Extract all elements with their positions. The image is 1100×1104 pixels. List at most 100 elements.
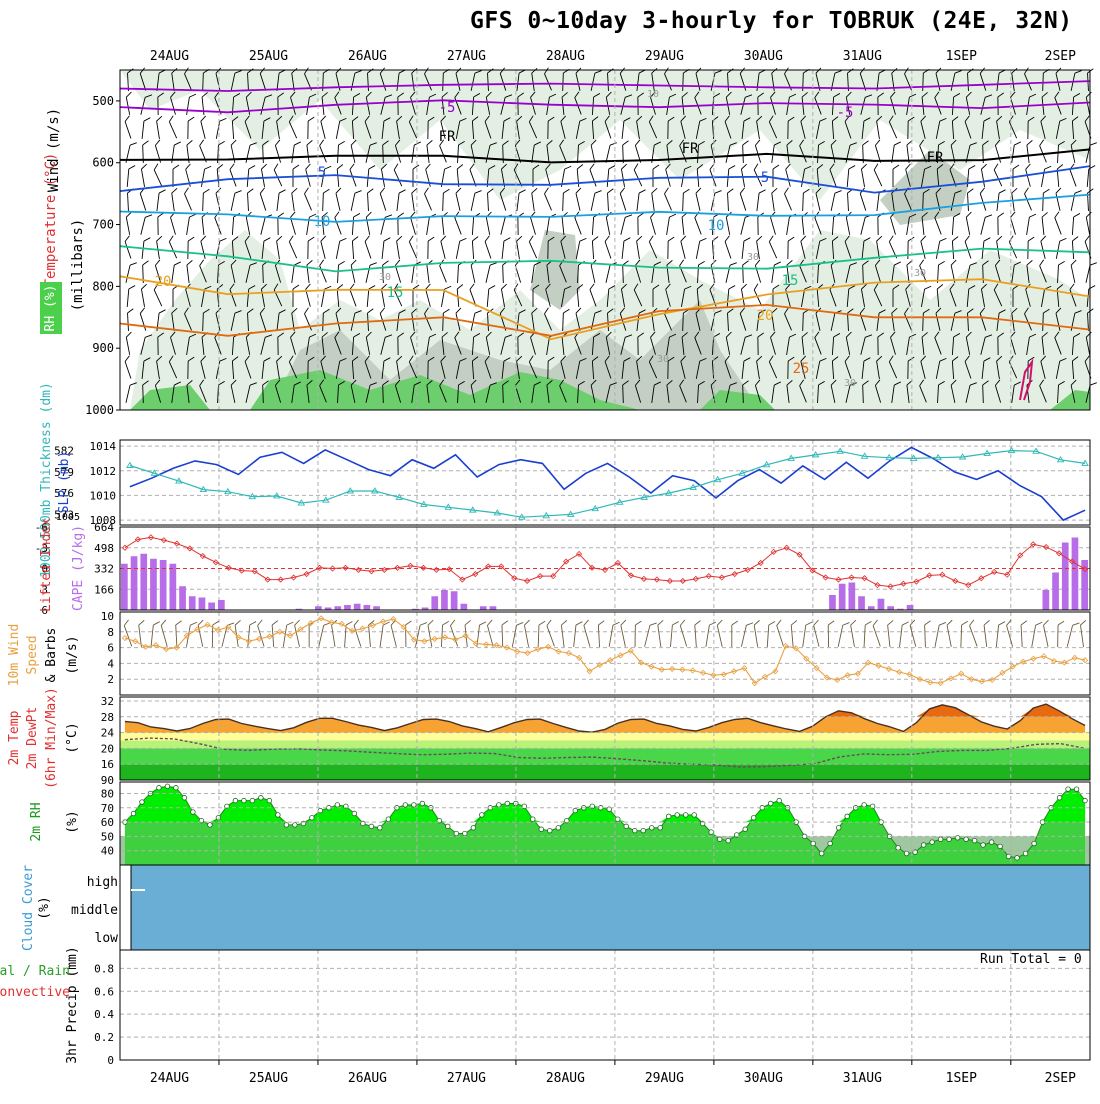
wind-barb-staff bbox=[323, 313, 324, 331]
date-label-top: 2SEP bbox=[1045, 49, 1076, 64]
contour-label: 15 bbox=[387, 285, 404, 301]
wind-barb-10m-flag bbox=[984, 620, 990, 625]
cape-bar bbox=[849, 583, 856, 611]
date-label-bottom: 25AUG bbox=[249, 1071, 288, 1086]
cape-bar bbox=[480, 606, 487, 610]
rh-marker bbox=[250, 798, 255, 803]
wind-barb-10m bbox=[635, 621, 641, 647]
wind-barb-10m-staff bbox=[319, 625, 324, 646]
wind-barb-10m bbox=[1021, 621, 1028, 647]
wind-barb-staff bbox=[923, 73, 924, 91]
wind-barb-10m bbox=[706, 621, 716, 648]
wind-barb-10m-staff bbox=[814, 625, 819, 646]
run-total-label: Run Total = 0 bbox=[980, 952, 1082, 967]
wind-barb-10m-staff bbox=[910, 625, 916, 646]
wind-barb-10m-staff bbox=[984, 625, 987, 647]
temp-ylabel: 2m DewPt bbox=[25, 707, 40, 770]
wind-barb-10m bbox=[657, 620, 667, 647]
cape-bar bbox=[199, 598, 206, 611]
rh-marker bbox=[267, 798, 272, 803]
rh-marker bbox=[658, 825, 663, 830]
cloud-ytick-label: high bbox=[87, 875, 118, 890]
rh-marker bbox=[157, 785, 162, 790]
wind-barb-staff bbox=[623, 265, 624, 283]
wind-barb-10m-staff bbox=[777, 626, 784, 647]
wind-barb-10m-staff bbox=[695, 625, 697, 647]
rh-marker bbox=[174, 785, 179, 790]
cape-bar bbox=[354, 604, 361, 610]
wind-barb-10m-flag bbox=[123, 620, 130, 626]
wind-barb-staff bbox=[983, 385, 984, 403]
wind-barb-10m bbox=[1058, 621, 1064, 647]
rh-marker bbox=[1074, 787, 1079, 792]
rh-marker bbox=[1015, 856, 1020, 861]
wind-barb-10m-flag bbox=[850, 620, 857, 625]
rh-marker bbox=[480, 813, 485, 818]
cape-bar bbox=[839, 584, 846, 610]
wind-barb-10m-staff bbox=[1032, 625, 1036, 647]
slp-ytick-label: 1012 bbox=[90, 465, 117, 478]
wind-barb-10m-flag bbox=[828, 621, 834, 625]
wind-barb-10m-flag bbox=[449, 620, 456, 626]
dew-band-3 bbox=[120, 740, 1090, 748]
wind-barb-10m-staff bbox=[791, 625, 793, 647]
wind-ylabel: 10m Wind bbox=[7, 624, 22, 687]
wind-barb-10m-staff bbox=[332, 625, 335, 647]
wind-barb-10m-staff bbox=[502, 625, 503, 647]
wind-barb-10m-flag bbox=[138, 620, 144, 625]
date-label-bottom: 26AUG bbox=[348, 1071, 387, 1086]
wind-barb-10m-staff bbox=[706, 625, 709, 647]
wind-barb-staff bbox=[863, 385, 864, 403]
rh-marker bbox=[369, 824, 374, 829]
rh-marker bbox=[233, 798, 238, 803]
wind-barb-10m-flag bbox=[213, 621, 219, 625]
wind-barb-10m bbox=[924, 621, 931, 647]
contour-label: -5 bbox=[837, 105, 854, 121]
wind-barb-10m bbox=[441, 621, 448, 647]
wind-barb-staff bbox=[803, 193, 804, 211]
wind-barb-10m-staff bbox=[1067, 625, 1072, 646]
wind-barb-staff bbox=[263, 265, 264, 283]
wind-barb-staff bbox=[203, 73, 204, 91]
wind-barb-10m bbox=[294, 620, 306, 647]
wind-barb-10m-flag bbox=[716, 620, 723, 625]
rh-marker bbox=[318, 808, 323, 813]
wind-barb-10m-flag bbox=[939, 621, 946, 626]
wind-barb-10m bbox=[732, 621, 738, 647]
wind-barb-10m-staff bbox=[873, 626, 880, 647]
cape-ytick-label: 498 bbox=[94, 542, 114, 555]
date-label-top: 27AUG bbox=[447, 49, 486, 64]
rh-marker bbox=[717, 837, 722, 842]
rh-contour-label: 30 bbox=[657, 354, 669, 365]
wind-barb-10m bbox=[645, 621, 657, 648]
cape-bar bbox=[179, 586, 186, 610]
wind-ylabel: & Barbs bbox=[44, 628, 59, 683]
wind-barb-10m-flag bbox=[1073, 621, 1080, 626]
wind-barb-staff bbox=[263, 385, 264, 403]
wind-barb-10m bbox=[1032, 621, 1042, 648]
contour-label: 20 bbox=[155, 274, 172, 290]
cape-bar bbox=[208, 603, 215, 611]
rh-contour-label: 30 bbox=[914, 268, 926, 279]
cape-bar bbox=[431, 596, 438, 610]
wind-barb-10m-flag bbox=[256, 620, 263, 626]
rh-marker bbox=[471, 825, 476, 830]
wind-barb-staff bbox=[563, 193, 564, 211]
rh-marker bbox=[378, 825, 383, 830]
cloud-ylabel: Cloud Cover bbox=[21, 865, 36, 951]
slp-ytick-label: 1010 bbox=[90, 489, 117, 502]
wind-barb-10m-flag bbox=[1080, 620, 1086, 625]
wind-barb-10m-flag bbox=[769, 621, 775, 625]
cloud-ytick-label: middle bbox=[71, 903, 118, 918]
wind-barb-10m-flag bbox=[968, 620, 975, 626]
wind-barb-10m bbox=[235, 620, 245, 647]
date-label-top: 30AUG bbox=[744, 49, 783, 64]
date-label-bottom: 29AUG bbox=[645, 1071, 684, 1086]
cape-bar bbox=[315, 606, 322, 610]
wind-barb-flag bbox=[1090, 381, 1097, 386]
wind-barb-10m-flag bbox=[635, 621, 641, 625]
rh-ytick-label: 40 bbox=[101, 845, 114, 858]
contour-label: 15 bbox=[782, 273, 799, 289]
wind-barb-10m bbox=[754, 620, 764, 647]
cape-bar bbox=[160, 560, 167, 610]
